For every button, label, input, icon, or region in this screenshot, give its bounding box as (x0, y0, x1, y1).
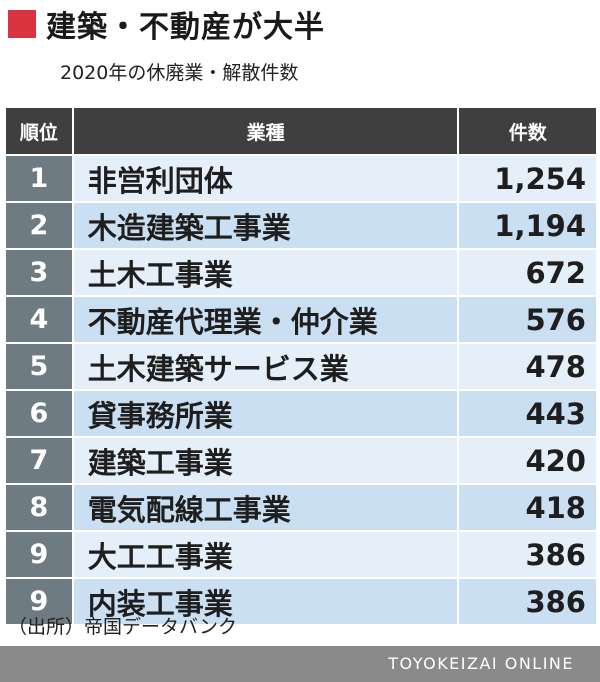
industry-cell: 内装工事業 (73, 579, 458, 624)
header-rank: 順位 (19, 121, 58, 144)
count-cell: 386 (459, 532, 596, 577)
table-row: 6 貸事務所業 443 (6, 389, 596, 436)
count-cell: 420 (459, 438, 596, 483)
cell-divider (71, 579, 74, 624)
rank-cell: 3 (6, 250, 72, 295)
industry-cell: 大工工事業 (73, 532, 458, 577)
cell-divider (71, 391, 74, 436)
table-row: 4 不動産代理業・仲介業 576 (6, 295, 596, 342)
industry-cell: 不動産代理業・仲介業 (73, 297, 458, 342)
cell-divider (71, 438, 74, 483)
table-row: 3 土木工事業 672 (6, 248, 596, 295)
title-marker-square (8, 10, 36, 38)
count-cell: 1,194 (459, 203, 596, 248)
cell-divider (457, 391, 460, 436)
cell-divider (457, 297, 460, 342)
chart-title: 建築・不動産が大半 (46, 10, 325, 45)
table-header: 順位 業種 件数 (6, 108, 596, 154)
cell-divider (71, 203, 74, 248)
industry-cell: 土木建築サービス業 (73, 344, 458, 389)
header-industry: 業種 (246, 121, 285, 144)
source-note: （出所）帝国データバンク (8, 616, 237, 638)
table-row: 9 内装工事業 386 (6, 577, 596, 624)
count-cell: 386 (459, 579, 596, 624)
table-row: 7 建築工事業 420 (6, 436, 596, 483)
cell-divider (457, 344, 460, 389)
cell-divider (457, 156, 460, 201)
brand-label: TOYOKEIZAI ONLINE (388, 654, 574, 673)
chart-subtitle: 2020年の休廃業・解散件数 (60, 62, 299, 84)
count-cell: 443 (459, 391, 596, 436)
count-cell: 478 (459, 344, 596, 389)
table-row: 8 電気配線工事業 418 (6, 483, 596, 530)
table-row: 2 木造建築工事業 1,194 (6, 201, 596, 248)
rank-cell: 4 (6, 297, 72, 342)
table-row: 5 土木建築サービス業 478 (6, 342, 596, 389)
industry-cell: 建築工事業 (73, 438, 458, 483)
count-cell: 418 (459, 485, 596, 530)
count-cell: 672 (459, 250, 596, 295)
rank-cell: 9 (6, 532, 72, 577)
header-count: 件数 (508, 121, 547, 144)
rank-cell: 7 (6, 438, 72, 483)
cell-divider (71, 485, 74, 530)
cell-divider (71, 344, 74, 389)
table-row: 1 非営利団体 1,254 (6, 154, 596, 201)
rank-cell: 1 (6, 156, 72, 201)
table-body: 1 非営利団体 1,254 2 木造建築工事業 1,194 3 土木工事業 672 4 不動産代理業… (6, 154, 596, 624)
cell-divider (71, 297, 74, 342)
cell-divider (71, 532, 74, 577)
rank-cell: 5 (6, 344, 72, 389)
industry-cell: 非営利団体 (73, 156, 458, 201)
rank-cell: 8 (6, 485, 72, 530)
title-row: 建築・不動産が大半 (8, 4, 325, 45)
count-cell: 1,254 (459, 156, 596, 201)
header-divider (457, 108, 460, 154)
cell-divider (457, 438, 460, 483)
cell-divider (457, 250, 460, 295)
cell-divider (457, 203, 460, 248)
cell-divider (457, 579, 460, 624)
ranking-table: 順位 業種 件数 1 非営利団体 1,254 2 木造建築工事業 1,194 3 土木工事業 6… (6, 108, 596, 624)
count-cell: 576 (459, 297, 596, 342)
cell-divider (457, 532, 460, 577)
rank-cell: 6 (6, 391, 72, 436)
rank-cell: 9 (6, 579, 72, 624)
footer-bar: TOYOKEIZAI ONLINE (0, 646, 600, 682)
cell-divider (457, 485, 460, 530)
header-divider (71, 108, 74, 154)
rank-cell: 2 (6, 203, 72, 248)
industry-cell: 貸事務所業 (73, 391, 458, 436)
industry-cell: 木造建築工事業 (73, 203, 458, 248)
industry-cell: 土木工事業 (73, 250, 458, 295)
table-row: 9 大工工事業 386 (6, 530, 596, 577)
industry-cell: 電気配線工事業 (73, 485, 458, 530)
cell-divider (71, 156, 74, 201)
cell-divider (71, 250, 74, 295)
